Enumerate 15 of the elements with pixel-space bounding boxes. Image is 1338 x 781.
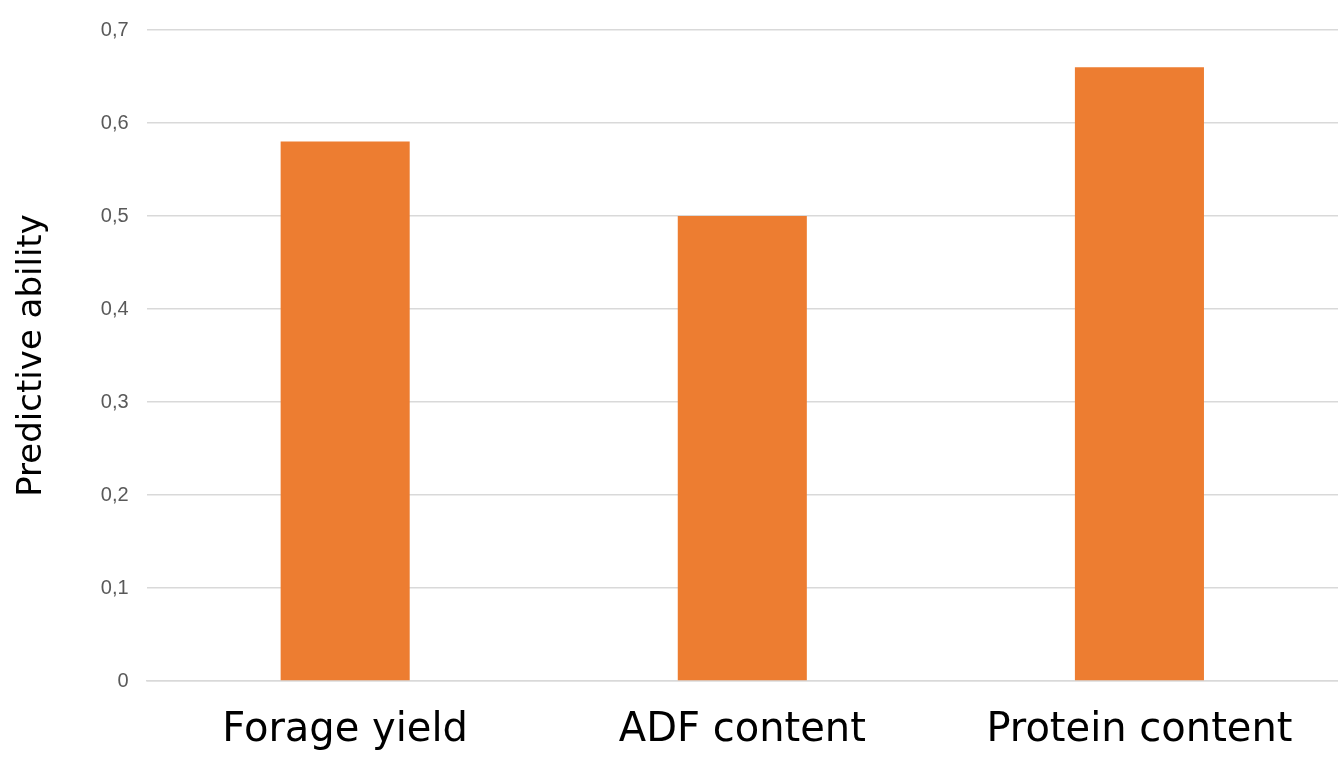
y-tick-label: 0,5 <box>100 203 129 226</box>
x-tick-label: ADF content <box>618 704 866 751</box>
bar <box>677 216 807 681</box>
bar <box>280 141 410 681</box>
x-tick-label: Forage yield <box>222 704 468 751</box>
bar <box>1074 67 1204 681</box>
y-tick-label: 0,3 <box>100 389 129 412</box>
y-tick-label: 0,7 <box>100 17 129 40</box>
x-tick-label: Protein content <box>986 704 1293 751</box>
y-axis-title: Predictive ability <box>9 214 50 497</box>
y-tick-label: 0,4 <box>100 296 129 319</box>
y-tick-label: 0,1 <box>100 575 129 598</box>
y-tick-label: 0,6 <box>100 110 129 133</box>
y-tick-label: 0,2 <box>100 482 129 505</box>
y-tick-label: 0 <box>117 668 129 691</box>
